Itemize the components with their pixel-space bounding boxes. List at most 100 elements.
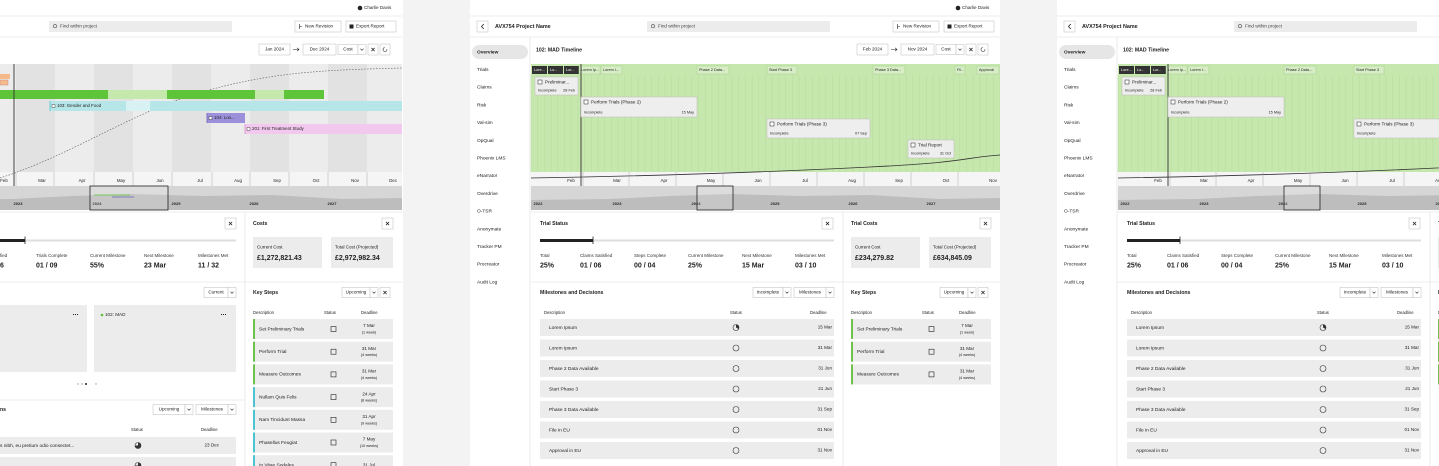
key-step-row[interactable]	[851, 319, 991, 339]
milestone-tag[interactable]	[766, 65, 798, 75]
milestone-tag[interactable]	[1353, 65, 1385, 75]
milestone-tag[interactable]	[1135, 66, 1150, 74]
search-placeholder[interactable]: Find within project	[1245, 24, 1283, 29]
dropdown-label[interactable]: Incomplete	[757, 290, 780, 295]
key-step-row[interactable]	[253, 432, 393, 453]
nav-item[interactable]: Val-sim	[1064, 120, 1080, 126]
dropdown-label[interactable]: Milestones	[201, 407, 224, 412]
milestone-tag-label[interactable]: Lo...	[550, 68, 557, 72]
refresh-button[interactable]	[977, 43, 989, 56]
milestone-tag[interactable]	[1119, 66, 1134, 74]
nav-item[interactable]: Tracker PM	[477, 244, 502, 250]
milestone-tag-label[interactable]: Phase 3 Data...	[875, 68, 901, 72]
status-checkbox[interactable]	[330, 348, 337, 355]
milestone-row[interactable]	[1127, 442, 1421, 459]
study-bar[interactable]	[245, 124, 402, 134]
step-card[interactable]	[1167, 96, 1285, 118]
milestone-row[interactable]	[0, 437, 236, 454]
milestone-tag-label[interactable]: Lorem Ip...	[1168, 68, 1186, 72]
key-step-row[interactable]	[851, 341, 991, 362]
milestone-row[interactable]	[1127, 360, 1421, 377]
key-step-row[interactable]	[253, 409, 393, 430]
export-report-button[interactable]	[943, 20, 995, 33]
dropdown-label[interactable]: Current	[208, 290, 224, 295]
label[interactable]: Dec 2024	[310, 47, 330, 52]
nav-item[interactable]: Overdrive	[1064, 191, 1085, 197]
nav-item[interactable]: Anonymate	[1064, 226, 1089, 232]
dropdown-label[interactable]: Cost	[343, 47, 353, 52]
new-revision-button[interactable]	[294, 20, 342, 33]
milestone-tag[interactable]	[578, 65, 601, 75]
button-label[interactable]: New Revision	[903, 24, 932, 29]
pager-dot[interactable]	[81, 383, 83, 385]
dropdown-label[interactable]: Upcoming	[159, 407, 180, 412]
nav-item[interactable]: eNarrator	[477, 173, 498, 179]
step-card[interactable]	[907, 139, 955, 159]
milestone-tag[interactable]	[1165, 65, 1188, 75]
study-bar[interactable]	[207, 113, 245, 123]
dropdown-toggle[interactable]	[227, 404, 237, 415]
milestone-tag[interactable]	[976, 65, 1000, 75]
nav-item[interactable]: Audit Log	[1064, 279, 1085, 285]
milestone-tag-label[interactable]: Lo...	[1137, 68, 1144, 72]
search-box[interactable]	[647, 21, 830, 32]
date-from[interactable]	[856, 43, 889, 56]
milestone-row[interactable]	[1127, 401, 1421, 418]
dropdown-toggle[interactable]	[1369, 287, 1379, 298]
dropdown-label[interactable]: Cost	[941, 47, 951, 52]
milestone-row[interactable]	[540, 380, 834, 398]
nav-item[interactable]: OpQual	[1064, 138, 1081, 144]
milestone-tag[interactable]	[532, 66, 547, 74]
status-checkbox[interactable]	[928, 348, 935, 355]
minimap-selection[interactable]	[696, 185, 734, 211]
user-name[interactable]: Charlie Davis	[364, 5, 392, 10]
trial-card[interactable]	[0, 305, 87, 372]
nav-item[interactable]: Audit Log	[477, 279, 498, 285]
dropdown-label[interactable]: Upcoming	[944, 290, 965, 295]
nav-item[interactable]: Phoenix LMS	[1064, 155, 1093, 161]
dropdown-label[interactable]: Milestones	[799, 290, 822, 295]
milestone-tag-label[interactable]: Lore...	[534, 68, 545, 72]
status-checkbox[interactable]	[330, 371, 337, 378]
nav-item[interactable]: Overview	[477, 49, 499, 55]
milestone-tag-label[interactable]: Approval	[979, 68, 994, 72]
pager-dot[interactable]	[77, 383, 79, 385]
refresh-button[interactable]	[379, 43, 391, 56]
step-card[interactable]	[580, 96, 698, 118]
search-placeholder[interactable]: Find within project	[658, 24, 696, 29]
search-box[interactable]	[1234, 21, 1417, 32]
status-checkbox[interactable]	[330, 462, 337, 466]
dropdown-label[interactable]: Milestones	[1386, 290, 1409, 295]
milestone-tag-label[interactable]: Lorem I...	[603, 68, 619, 72]
key-step-row[interactable]	[253, 364, 393, 385]
dropdown-label[interactable]: Incomplete	[1344, 290, 1367, 295]
search-box[interactable]	[49, 21, 232, 32]
milestone-tag-label[interactable]: Lorem I...	[1190, 68, 1206, 72]
dropdown-toggle[interactable]	[357, 44, 367, 55]
status-checkbox[interactable]	[330, 394, 337, 400]
nav-item[interactable]: OpQual	[477, 138, 494, 144]
new-revision-button[interactable]	[892, 20, 940, 33]
key-step-row[interactable]	[253, 319, 393, 339]
key-step-row[interactable]	[253, 455, 393, 466]
milestone-row[interactable]	[1127, 421, 1421, 439]
milestone-tag-label[interactable]: Lor...	[1153, 68, 1161, 72]
milestone-row[interactable]	[540, 319, 834, 336]
dropdown-toggle[interactable]	[1412, 287, 1422, 298]
button-label[interactable]: New Revision	[305, 24, 334, 29]
back-button[interactable]	[476, 20, 489, 33]
step-card[interactable]	[1121, 76, 1166, 96]
milestone-tag[interactable]	[1283, 65, 1317, 75]
milestone-tag[interactable]	[564, 66, 579, 74]
milestone-tag[interactable]	[954, 65, 966, 75]
step-card[interactable]	[766, 118, 871, 139]
step-card[interactable]	[534, 76, 579, 96]
study-label[interactable]: 104: Lon...	[214, 115, 235, 120]
trial-card[interactable]	[94, 305, 236, 372]
nav-item[interactable]: Val-sim	[477, 120, 493, 126]
nav-item[interactable]: Risk	[1064, 102, 1074, 108]
label[interactable]: Nov 2024	[908, 47, 928, 52]
milestone-row[interactable]	[1127, 319, 1421, 336]
search-placeholder[interactable]: Find within project	[60, 24, 98, 29]
nav-item[interactable]: Overview	[1064, 49, 1086, 55]
